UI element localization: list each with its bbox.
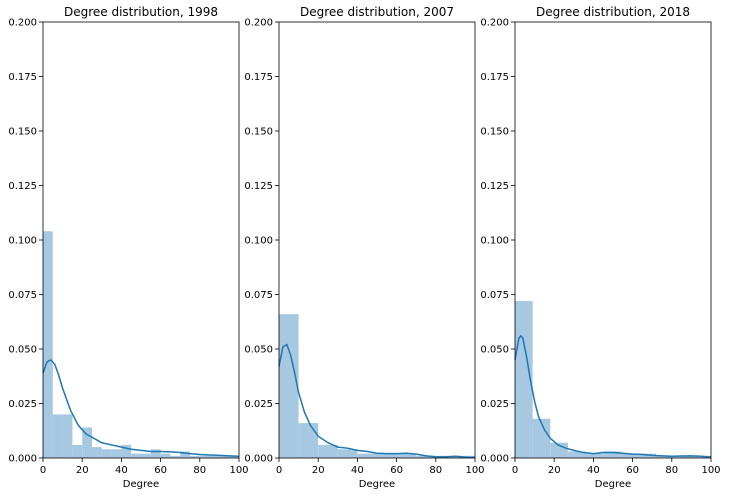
histogram-bar — [416, 455, 436, 458]
histogram-bar — [209, 455, 220, 458]
y-tick-label: 0.025 — [244, 399, 273, 410]
y-tick-label: 0.125 — [8, 181, 37, 192]
x-tick-label: 100 — [465, 465, 484, 476]
histogram-bar — [82, 427, 92, 458]
histogram-bar — [160, 453, 171, 458]
y-tick-label: 0.025 — [8, 399, 37, 410]
chart-title: Degree distribution, 1998 — [64, 5, 218, 19]
x-tick-label: 40 — [351, 465, 364, 476]
y-tick-label: 0.050 — [480, 345, 509, 356]
y-tick-label: 0.100 — [8, 236, 37, 247]
subplot-2: 0.000 0.025 0.050 0.075 0.100 0.125 0.150 0.175… — [244, 5, 484, 490]
histogram-bar — [603, 451, 621, 458]
y-tick-label: 0.000 — [480, 454, 509, 465]
histogram-bar — [170, 455, 181, 458]
x-axis-label: Degree — [595, 479, 631, 490]
histogram-bar — [150, 449, 161, 458]
x-tick-label: 0 — [276, 465, 282, 476]
y-tick-label: 0.075 — [8, 290, 37, 301]
y-tick-label: 0.175 — [480, 72, 509, 83]
histogram-bar — [337, 449, 358, 458]
x-tick-label: 20 — [76, 465, 89, 476]
histogram-bar — [279, 314, 299, 458]
x-tick-label: 60 — [626, 465, 639, 476]
axes-frame — [42, 21, 240, 459]
histogram-bar — [229, 455, 239, 458]
histogram-bar — [199, 455, 210, 458]
histogram-bar — [515, 301, 533, 458]
axes-frame — [278, 21, 476, 459]
y-tick-label: 0.175 — [244, 72, 273, 83]
x-axis-label: Degree — [359, 479, 395, 490]
histogram-bar — [141, 453, 151, 458]
histogram-bar — [131, 453, 141, 458]
x-tick-label: 20 — [312, 465, 325, 476]
histogram-bar — [190, 455, 200, 458]
y-tick-label: 0.025 — [480, 399, 509, 410]
x-tick-label: 40 — [587, 465, 600, 476]
histogram-bar — [656, 455, 674, 458]
x-tick-label: 80 — [193, 465, 206, 476]
kde-line — [278, 343, 476, 459]
x-tick-label: 60 — [390, 465, 403, 476]
kde-line — [42, 358, 240, 458]
y-tick-label: 0.050 — [8, 345, 37, 356]
histogram-bar — [72, 444, 83, 458]
x-tick-label: 60 — [154, 465, 167, 476]
histogram-bar — [101, 449, 112, 458]
y-tick-label: 0.100 — [480, 236, 509, 247]
histogram-bar — [673, 455, 692, 458]
y-tick-label: 0.175 — [8, 72, 37, 83]
histogram-bar — [111, 449, 122, 458]
kde-line — [514, 334, 712, 458]
y-tick-label: 0.200 — [480, 18, 509, 29]
histogram-bar — [318, 444, 338, 458]
histogram-bar — [396, 453, 417, 458]
x-tick-label: 0 — [512, 465, 518, 476]
y-tick-label: 0.075 — [480, 290, 509, 301]
x-tick-label: 100 — [701, 465, 720, 476]
y-tick-label: 0.000 — [244, 454, 273, 465]
axes-frame — [514, 21, 712, 459]
histogram-bar — [620, 453, 639, 458]
x-tick-label: 0 — [40, 465, 46, 476]
y-tick-label: 0.125 — [244, 181, 273, 192]
y-tick-label: 0.200 — [244, 18, 273, 29]
subplot-1: 0.000 0.025 0.050 0.075 0.100 0.125 0.150 0.175… — [8, 5, 248, 490]
subplot-3: 0.000 0.025 0.050 0.075 0.100 0.125 0.150 0.175… — [480, 5, 720, 490]
x-axis-label: Degree — [123, 479, 159, 490]
x-tick-label: 80 — [429, 465, 442, 476]
y-tick-label: 0.150 — [244, 127, 273, 138]
histogram-bar — [180, 451, 190, 458]
histogram-bar — [357, 453, 377, 458]
x-tick-label: 20 — [548, 465, 561, 476]
histogram-bar — [638, 453, 657, 458]
histogram-bar — [567, 451, 586, 458]
histogram-bar — [92, 447, 102, 458]
histogram-bar — [43, 231, 53, 458]
x-tick-label: 40 — [115, 465, 128, 476]
y-tick-label: 0.000 — [8, 454, 37, 465]
y-tick-label: 0.050 — [244, 345, 273, 356]
x-tick-label: 100 — [229, 465, 248, 476]
chart-title: Degree distribution, 2007 — [300, 5, 454, 19]
histogram-bar — [52, 414, 63, 458]
histogram-bar — [219, 455, 230, 458]
y-tick-label: 0.150 — [480, 127, 509, 138]
histogram-bar — [377, 453, 397, 458]
x-tick-label: 80 — [665, 465, 678, 476]
histogram-bar — [121, 444, 132, 458]
y-tick-label: 0.150 — [8, 127, 37, 138]
histogram-bar — [62, 414, 73, 458]
histogram-bar — [585, 453, 604, 458]
y-tick-label: 0.100 — [244, 236, 273, 247]
histogram-bar — [298, 423, 319, 458]
y-tick-label: 0.200 — [8, 18, 37, 29]
chart-title: Degree distribution, 2018 — [536, 5, 690, 19]
y-tick-label: 0.125 — [480, 181, 509, 192]
histogram-bar — [532, 418, 551, 458]
y-tick-label: 0.075 — [244, 290, 273, 301]
